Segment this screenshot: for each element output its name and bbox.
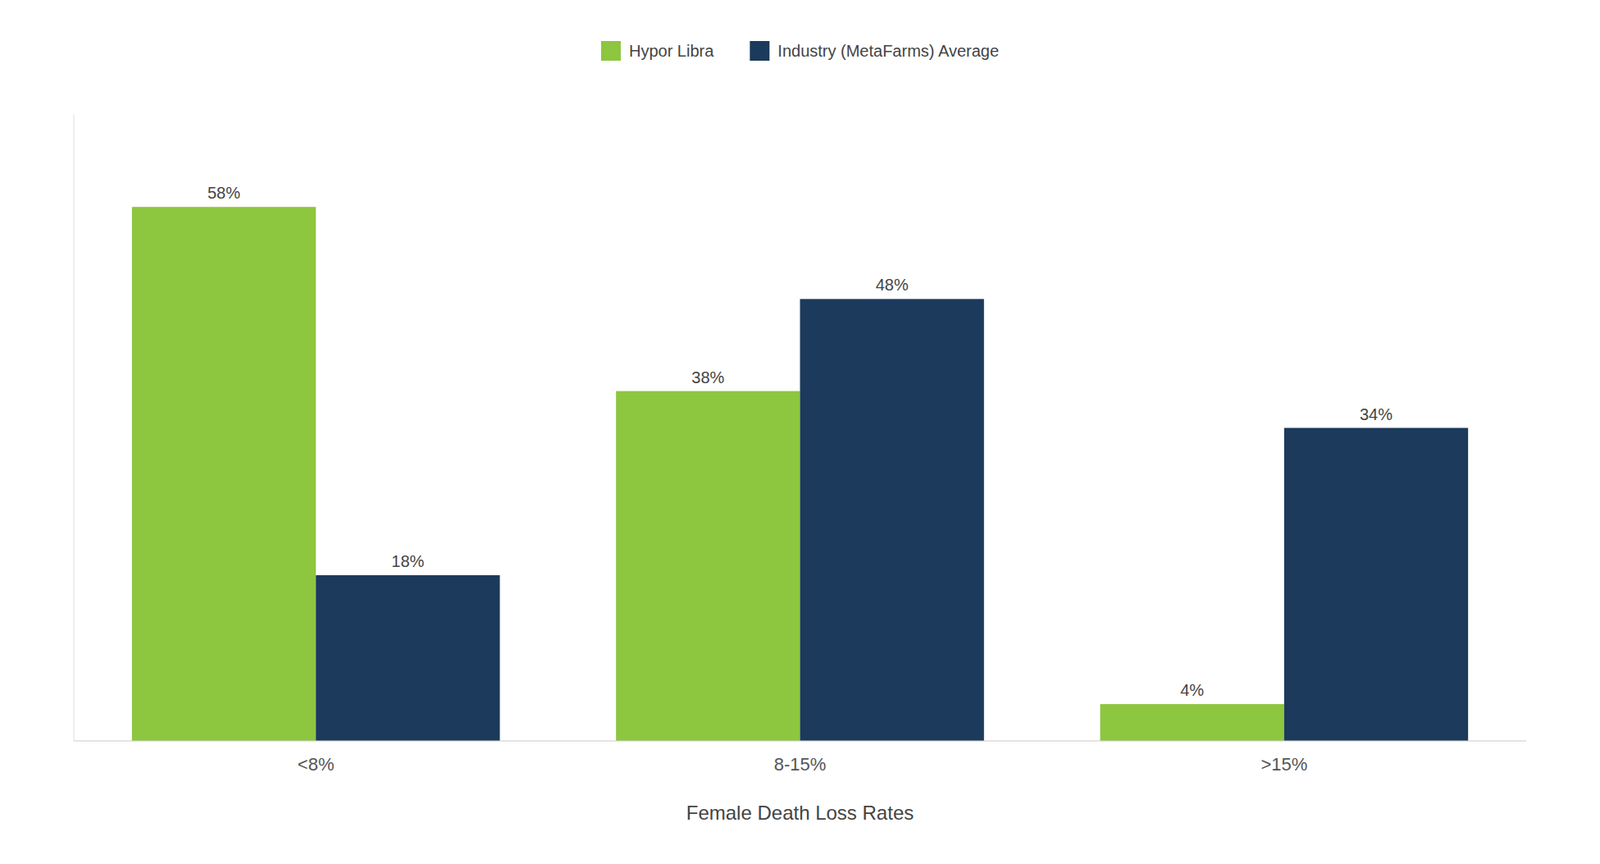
bar <box>132 206 316 741</box>
chart: 58% 38% 4% 18% 48% 34% <8% 8-15% >15% Female Deat… <box>0 0 1600 864</box>
data-label: 4% <box>1180 680 1204 699</box>
x-tick-label: 8-15% <box>774 753 827 775</box>
legend-swatch <box>601 41 621 61</box>
legend-label: Hypor Libra <box>629 41 715 60</box>
data-label: 18% <box>391 551 424 570</box>
bar <box>1284 428 1468 742</box>
legend: Hypor Libra Industry (MetaFarms) Average <box>601 41 999 61</box>
y-axis-line <box>73 114 75 741</box>
data-label: 58% <box>207 183 241 202</box>
bar <box>615 391 800 741</box>
bar <box>1100 703 1285 741</box>
x-axis-label: Female Death Loss Rates <box>686 801 914 824</box>
x-tick-label: <8% <box>297 753 335 775</box>
data-label: 38% <box>691 368 725 387</box>
data-label: 48% <box>875 275 909 294</box>
x-axis-line <box>73 739 1527 741</box>
data-label: 34% <box>1359 405 1393 424</box>
bar <box>315 574 500 741</box>
bars <box>132 206 1468 741</box>
x-tick-label: >15% <box>1260 753 1308 775</box>
background <box>0 0 1600 864</box>
chart-container: 58% 38% 4% 18% 48% 34% <8% 8-15% >15% Female Deat… <box>0 0 1600 864</box>
legend-label: Industry (MetaFarms) Average <box>777 41 999 60</box>
legend-swatch <box>749 41 770 61</box>
bar <box>800 298 985 741</box>
data-labels: 58% 38% 4% 18% 48% 34% <box>207 183 1393 699</box>
